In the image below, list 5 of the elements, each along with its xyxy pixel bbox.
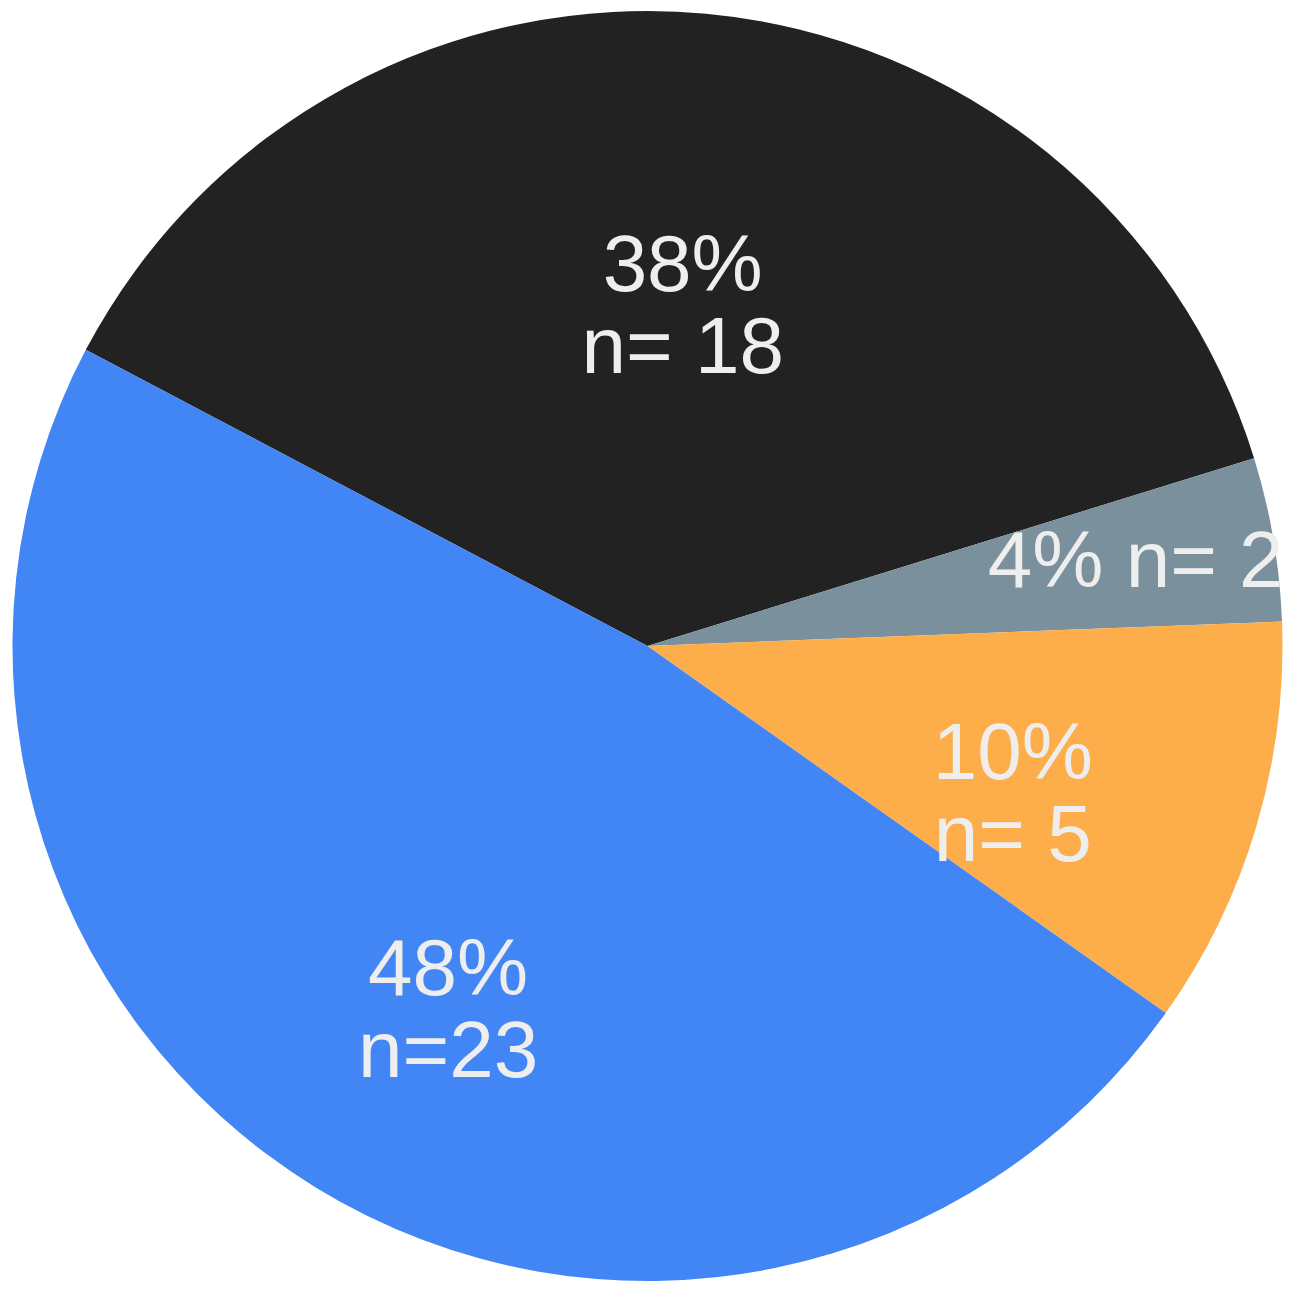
pie-slice [647, 621, 1283, 1013]
data-label: 38% n= 18 [581, 218, 784, 390]
data-label: 10% n= 5 [932, 706, 1093, 878]
pie-slice [647, 458, 1283, 646]
data-label: 48% n=23 [358, 922, 539, 1094]
